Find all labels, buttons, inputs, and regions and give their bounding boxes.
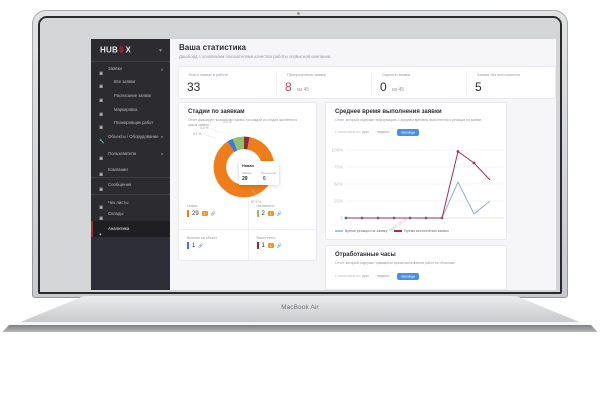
- svg-text:0: 0: [340, 216, 343, 221]
- svg-text:25%: 25%: [334, 199, 343, 204]
- svg-text:100%: 100%: [331, 148, 343, 153]
- svg-text:70%: 70%: [334, 165, 343, 170]
- svg-text:50%: 50%: [334, 182, 343, 187]
